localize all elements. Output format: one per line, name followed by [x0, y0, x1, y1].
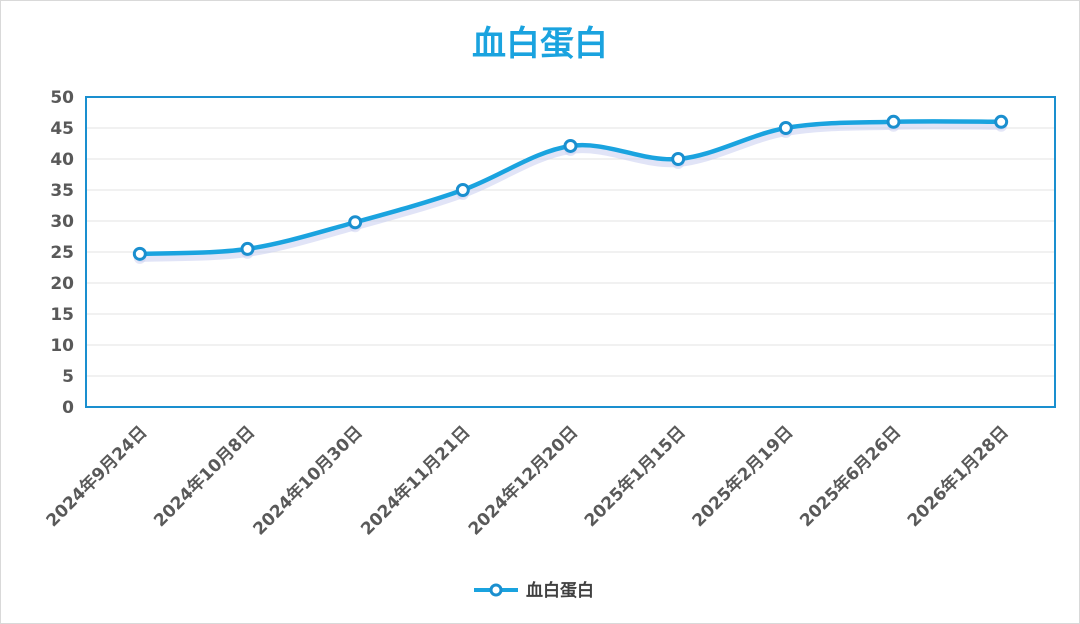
y-tick-label: 25: [50, 243, 74, 263]
data-point: [994, 114, 1009, 129]
y-tick-label: 20: [50, 274, 74, 294]
y-tick-label: 30: [50, 212, 74, 232]
series-group: [132, 114, 1009, 264]
data-point: [778, 121, 793, 135]
y-tick-label: 40: [50, 150, 74, 170]
legend-label: 血白蛋白: [526, 580, 594, 601]
y-tick-label: 15: [50, 305, 74, 325]
y-tick-label: 0: [62, 398, 74, 418]
x-tick-label: 2026年1月28日: [903, 422, 1012, 531]
legend: 血白蛋白: [474, 580, 594, 601]
x-tick-label: 2024年10月8日: [150, 422, 259, 531]
x-tick-label: 2024年10月30日: [249, 422, 367, 540]
x-tick-label: 2024年12月20日: [464, 422, 582, 540]
data-point: [455, 183, 470, 197]
y-tick-label: 50: [50, 88, 74, 108]
x-tick-label: 2024年11月21日: [357, 422, 475, 540]
plot-area-border: [85, 96, 1056, 408]
x-axis-ticks: 2024年9月24日2024年10月8日2024年10月30日2024年11月2…: [42, 422, 1013, 540]
y-tick-label: 35: [50, 181, 74, 201]
x-tick-label: 2025年2月19日: [688, 422, 797, 531]
y-tick-label: 10: [50, 336, 74, 356]
y-tick-label: 5: [62, 367, 74, 387]
data-point: [563, 138, 578, 153]
x-tick-label: 2025年6月26日: [796, 422, 905, 531]
data-point: [132, 246, 147, 261]
y-axis-ticks: 0 5 10 15 20 25 30 35 40 45 50: [50, 88, 74, 418]
x-tick-label: 2025年1月15日: [580, 422, 689, 531]
chart-title: 血白蛋白: [472, 24, 608, 64]
data-point: [348, 215, 363, 230]
data-point: [240, 241, 255, 256]
data-point: [671, 152, 686, 166]
legend-marker-swatch: [489, 583, 503, 597]
x-tick-label: 2024年9月24日: [42, 422, 151, 531]
y-tick-label: 45: [50, 119, 74, 139]
data-point: [886, 114, 901, 129]
